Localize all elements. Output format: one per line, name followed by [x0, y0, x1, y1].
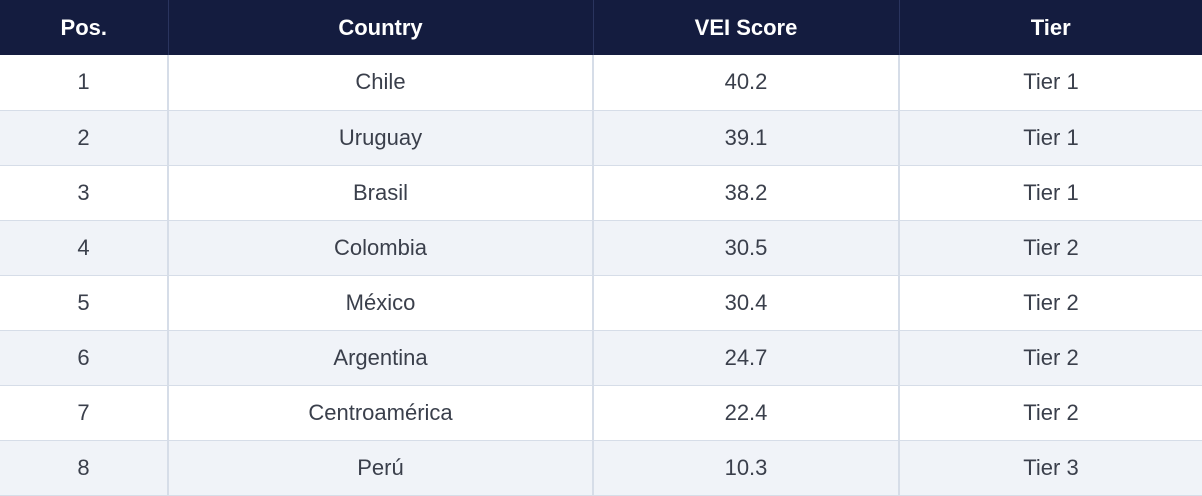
- header-row: Pos. Country VEI Score Tier: [0, 0, 1202, 55]
- cell-country: Argentina: [168, 330, 594, 386]
- cell-score: 30.5: [593, 220, 900, 276]
- cell-tier: Tier 2: [899, 330, 1202, 386]
- table-body: 1 Chile 40.2 Tier 1 2 Uruguay 39.1 Tier …: [0, 55, 1202, 496]
- table-row: 3 Brasil 38.2 Tier 1: [0, 165, 1202, 221]
- cell-score: 39.1: [593, 110, 900, 166]
- cell-score: 24.7: [593, 330, 900, 386]
- cell-country: Perú: [168, 440, 594, 496]
- cell-country: Chile: [168, 55, 594, 111]
- cell-score: 30.4: [593, 275, 900, 331]
- cell-tier: Tier 1: [899, 110, 1202, 166]
- table-row: 5 México 30.4 Tier 2: [0, 275, 1202, 331]
- cell-tier: Tier 2: [899, 275, 1202, 331]
- cell-country: Uruguay: [168, 110, 594, 166]
- cell-tier: Tier 3: [899, 440, 1202, 496]
- cell-pos: 7: [0, 385, 169, 441]
- header-pos: Pos.: [0, 0, 169, 55]
- cell-score: 40.2: [593, 55, 900, 111]
- cell-pos: 3: [0, 165, 169, 221]
- cell-tier: Tier 2: [899, 385, 1202, 441]
- table-row: 6 Argentina 24.7 Tier 2: [0, 330, 1202, 386]
- cell-score: 38.2: [593, 165, 900, 221]
- table-header: Pos. Country VEI Score Tier: [0, 0, 1202, 55]
- cell-country: Centroamérica: [168, 385, 594, 441]
- cell-pos: 5: [0, 275, 169, 331]
- cell-pos: 2: [0, 110, 169, 166]
- cell-pos: 6: [0, 330, 169, 386]
- table-row: 1 Chile 40.2 Tier 1: [0, 55, 1202, 111]
- table-row: 2 Uruguay 39.1 Tier 1: [0, 110, 1202, 166]
- cell-score: 22.4: [593, 385, 900, 441]
- cell-country: Colombia: [168, 220, 594, 276]
- table-row: 7 Centroamérica 22.4 Tier 2: [0, 385, 1202, 441]
- header-score: VEI Score: [593, 0, 900, 55]
- header-tier: Tier: [1030, 14, 1071, 40]
- cell-pos: 1: [0, 55, 169, 111]
- cell-pos: 8: [0, 440, 169, 496]
- header-country: Country: [168, 0, 594, 55]
- cell-tier: Tier 1: [899, 55, 1202, 111]
- cell-tier: Tier 1: [899, 165, 1202, 221]
- cell-country: Brasil: [168, 165, 594, 221]
- table-row: 4 Colombia 30.5 Tier 2: [0, 220, 1202, 276]
- cell-pos: 4: [0, 220, 169, 276]
- table-row: 8 Perú 10.3 Tier 3: [0, 440, 1202, 496]
- cell-country: México: [168, 275, 594, 331]
- cell-tier: Tier 2: [899, 220, 1202, 276]
- cell-score: 10.3: [593, 440, 900, 496]
